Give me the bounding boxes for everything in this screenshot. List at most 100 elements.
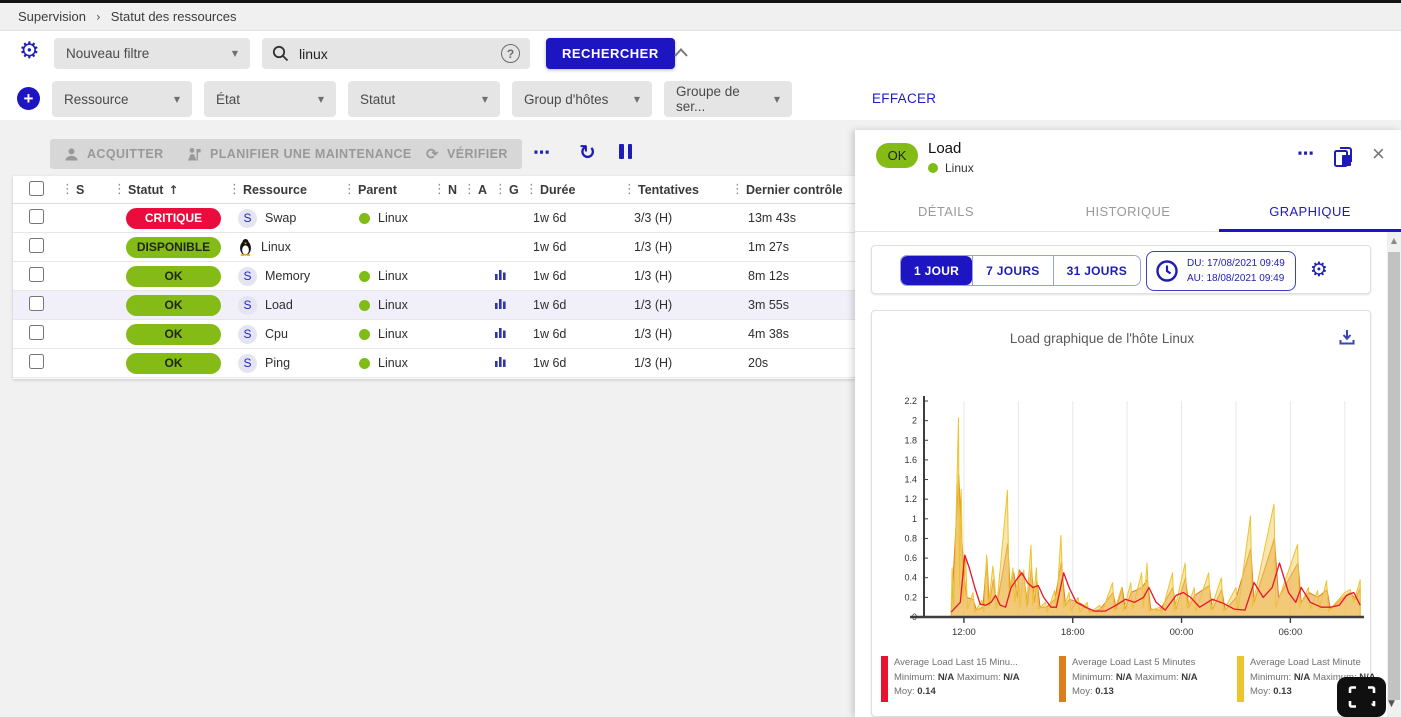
column-header-parent[interactable]: ⋮ Parent [343,182,433,197]
chevron-down-icon: ▼ [633,94,640,104]
column-drag-handle-icon[interactable]: ⋮ [623,182,636,197]
range-button-1-jour[interactable]: 1 JOUR [901,256,973,285]
panel-title: Load [928,140,962,157]
row-checkbox[interactable] [29,325,44,340]
filter-settings-gear-icon[interactable]: ⚙ [19,38,40,64]
column-drag-handle-icon[interactable]: ⋮ [113,182,126,197]
table-row[interactable]: DISPONIBLE Linux 1w 6d 1/3 (H) 1m 27s [13,233,855,262]
panel-more-actions-icon[interactable]: ⋯ [1297,144,1314,164]
service-type-icon: S [238,295,257,315]
column-drag-handle-icon[interactable]: ⋮ [343,182,356,197]
row-checkbox[interactable] [29,238,44,253]
legend-item[interactable]: Average Load Last 5 Minutes Minimum: N/A … [1059,656,1229,702]
criteria-label: Ressource [64,91,129,107]
criteria-select-2[interactable]: Statut ▼ [348,81,500,117]
resource-name: Memory [265,269,311,283]
legend-color-bar [1237,656,1244,702]
criteria-select-3[interactable]: Group d'hôtes ▼ [512,81,652,117]
saved-filter-select[interactable]: Nouveau filtre ▼ [54,38,250,69]
column-drag-handle-icon[interactable]: ⋮ [731,182,744,197]
column-drag-handle-icon[interactable]: ⋮ [494,182,507,197]
table-row[interactable]: OK S Memory Linux 1w 6d 1/3 (H) 8m 12s [13,262,855,291]
acknowledge-button[interactable]: ACQUITTER [50,139,178,169]
tries-cell: 3/3 (H) [634,211,673,225]
breadcrumb-item-supervision[interactable]: Supervision [18,9,86,24]
breadcrumb-item-resources-status[interactable]: Statut des ressources [110,9,237,24]
table-row[interactable]: OK S Cpu Linux 1w 6d 1/3 (H) 4m 38s [13,320,855,349]
row-checkbox[interactable] [29,267,44,282]
column-header-ressource[interactable]: ⋮ Ressource [228,182,343,197]
pause-autorefresh-icon[interactable] [619,144,632,159]
tab-d-tails[interactable]: DÉTAILS [917,203,975,219]
column-drag-handle-icon[interactable]: ⋮ [525,182,538,197]
person-icon [65,147,78,160]
add-criteria-button[interactable]: + [17,87,40,110]
column-header-dernier-contr-le[interactable]: ⋮ Dernier contrôle [731,182,855,197]
svg-text:1.2: 1.2 [904,494,917,504]
set-downtime-button[interactable]: PLANIFIER UNE MAINTENANCE [172,139,426,169]
panel-status-badge: OK [876,143,918,168]
more-actions-icon[interactable]: ⋯ [533,143,550,163]
graph-available-icon[interactable] [494,355,507,368]
row-checkbox[interactable] [29,209,44,224]
check-button[interactable]: ⟳ VÉRIFIER [412,139,522,169]
column-drag-handle-icon[interactable]: ⋮ [228,182,241,197]
graph-available-icon[interactable] [494,326,507,339]
maintenance-worker-icon [188,147,201,160]
table-row[interactable]: CRITIQUE S Swap Linux 1w 6d 3/3 (H) 13m 43s [13,204,855,233]
collapse-filters-chevron-up-icon[interactable] [674,48,688,57]
pip-caret-icon[interactable]: ▼ [1388,699,1395,709]
select-all-checkbox[interactable] [29,180,44,196]
graph-settings-gear-icon[interactable]: ⚙ [1310,257,1328,281]
scroll-up-arrow-icon[interactable]: ▲ [1390,236,1398,245]
column-drag-handle-icon[interactable]: ⋮ [463,182,476,197]
svg-text:0.4: 0.4 [904,573,917,583]
parent-name: Linux [378,356,408,370]
column-header-g[interactable]: ⋮ G [494,182,525,197]
range-button-7-jours[interactable]: 7 JOURS [972,256,1053,285]
column-header-statut[interactable]: ⋮ Statut ↑ [113,182,228,197]
tab-graphique[interactable]: GRAPHIQUE [1219,191,1401,232]
column-header-s[interactable]: ⋮ S [61,182,113,197]
search-button[interactable]: RECHERCHER [546,38,675,69]
column-header-dur-e[interactable]: ⋮ Durée [525,182,623,197]
column-header-tentatives[interactable]: ⋮ Tentatives [623,182,731,197]
duration-cell: 1w 6d [533,356,567,370]
search-help-icon[interactable]: ? [501,44,520,63]
column-drag-handle-icon[interactable]: ⋮ [433,182,446,197]
copy-link-icon[interactable] [1333,146,1355,168]
column-header-n[interactable]: ⋮ N [433,182,463,197]
criteria-select-1[interactable]: État ▼ [204,81,336,117]
load-time-series-chart[interactable]: 0 0.2 0.4 0.6 0.8 1 1.2 1.4 1.6 1.8 2 2.2 12:00 18:00… [880,391,1370,649]
scrollbar-thumb[interactable] [1388,252,1400,700]
criteria-select-0[interactable]: Ressource ▼ [52,81,192,117]
graph-available-icon[interactable] [494,268,507,281]
refresh-icon[interactable]: ↻ [579,140,596,164]
graph-available-icon[interactable] [494,297,507,310]
close-panel-icon[interactable]: × [1372,141,1385,166]
tries-cell: 1/3 (H) [634,298,673,312]
row-checkbox[interactable] [29,296,44,311]
table-row[interactable]: OK S Load Linux 1w 6d 1/3 (H) 3m 55s [13,291,855,320]
screencast-pip-icon[interactable] [1337,677,1386,717]
resource-name: Swap [265,211,297,225]
criteria-select-4[interactable]: Groupe de ser... ▼ [664,81,792,117]
panel-scrollbar[interactable]: ▲ [1387,232,1401,717]
tab-historique[interactable]: HISTORIQUE [1085,203,1171,219]
table-row[interactable]: OK S Ping Linux 1w 6d 1/3 (H) 20s [13,349,855,378]
range-button-31-jours[interactable]: 31 JOURS [1052,256,1141,285]
export-download-icon[interactable] [1338,328,1356,346]
column-drag-handle-icon[interactable]: ⋮ [61,182,74,197]
status-badge: OK [126,265,221,287]
custom-period-button[interactable]: DU: 17/08/2021 09:49 AU: 18/08/2021 09:4… [1146,251,1296,291]
row-checkbox[interactable] [29,354,44,369]
search-box[interactable]: ? [262,38,530,69]
legend-item[interactable]: Average Load Last 15 Minu... Minimum: N/A… [881,656,1051,702]
chevron-down-icon: ▼ [317,94,324,104]
column-label: Statut [128,182,164,197]
clear-filters-button[interactable]: EFFACER [872,91,937,106]
column-label: Parent [358,182,397,197]
svg-text:1.6: 1.6 [904,455,917,465]
column-header-a[interactable]: ⋮ A [463,182,494,197]
search-input[interactable] [299,45,501,62]
